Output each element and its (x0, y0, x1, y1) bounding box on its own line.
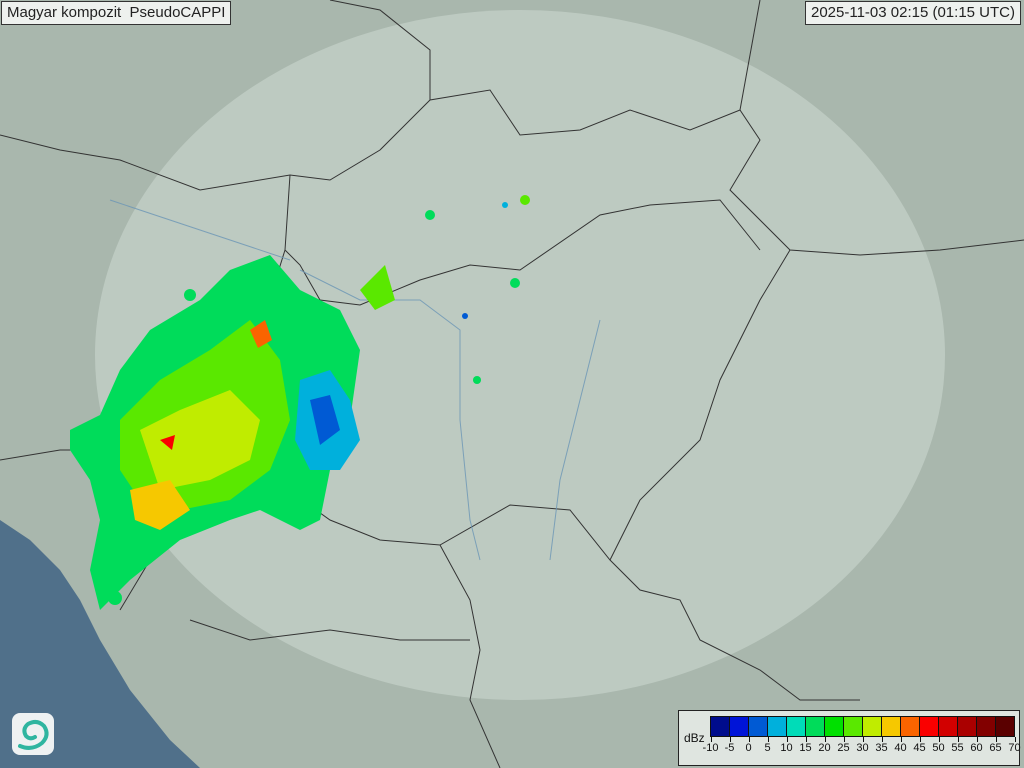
tick-mark (976, 737, 978, 742)
tick-label: 40 (894, 742, 907, 754)
tick-mark (995, 737, 997, 742)
tick-label: -10 (702, 742, 719, 754)
tick-label: 0 (745, 742, 752, 754)
scale-swatch (920, 717, 939, 736)
scale-ticks: -10 -5 0 5 10 15 20 25 30 35 40 45 50 55 60 65 70 (703, 737, 1021, 761)
tick-mark (824, 737, 826, 742)
scale-swatch (806, 717, 825, 736)
tick-label: 55 (951, 742, 964, 754)
rivers (109, 199, 601, 561)
tick-label: 5 (764, 742, 771, 754)
tick-label: 20 (818, 742, 831, 754)
legend-unit: dBz (684, 731, 705, 745)
scale-swatch (825, 717, 844, 736)
tick-label: -5 (724, 742, 735, 754)
tick-mark (710, 737, 712, 742)
scale-swatch (730, 717, 749, 736)
dbz-legend: dBz -10 -5 0 5 10 15 20 25 30 35 40 45 50 55 60 65 70 (678, 710, 1021, 766)
tick-mark (919, 737, 921, 742)
scale-swatch (749, 717, 768, 736)
tick-label: 35 (875, 742, 888, 754)
tick-mark (957, 737, 959, 742)
scale-swatch (882, 717, 901, 736)
tick-label: 45 (913, 742, 926, 754)
met-service-logo[interactable] (12, 713, 54, 755)
tick-mark (843, 737, 845, 742)
tick-label: 60 (970, 742, 983, 754)
scale-swatch (939, 717, 958, 736)
scale-swatch (901, 717, 920, 736)
tick-mark (805, 737, 807, 742)
adriatic-sea (0, 520, 200, 768)
scale-swatch (787, 717, 806, 736)
scale-swatch (863, 717, 882, 736)
tick-label: 50 (932, 742, 945, 754)
tick-label: 15 (799, 742, 812, 754)
swirl-icon (18, 719, 49, 750)
tick-mark (748, 737, 750, 742)
product-title: Magyar kompozit PseudoCAPPI (1, 1, 232, 25)
tick-mark (900, 737, 902, 742)
radar-coverage-area (95, 10, 945, 700)
tick-mark (862, 737, 864, 742)
scale-swatch (958, 717, 977, 736)
tick-label: 65 (989, 742, 1002, 754)
scale-swatch (844, 717, 863, 736)
tick-label: 30 (856, 742, 869, 754)
radar-echoes (70, 195, 530, 610)
tick-label: 70 (1008, 742, 1021, 754)
color-scale (710, 716, 1015, 737)
tick-mark (729, 737, 731, 742)
scale-swatch (711, 717, 730, 736)
tick-mark (1014, 737, 1016, 742)
timestamp: 2025-11-03 02:15 (01:15 UTC) (804, 1, 1021, 25)
scale-swatch (768, 717, 787, 736)
tick-mark (938, 737, 940, 742)
tick-label: 25 (837, 742, 850, 754)
tick-label: 10 (780, 742, 793, 754)
tick-mark (881, 737, 883, 742)
scale-swatch (996, 717, 1014, 736)
scale-swatch (977, 717, 996, 736)
tick-mark (767, 737, 769, 742)
tick-mark (786, 737, 788, 742)
